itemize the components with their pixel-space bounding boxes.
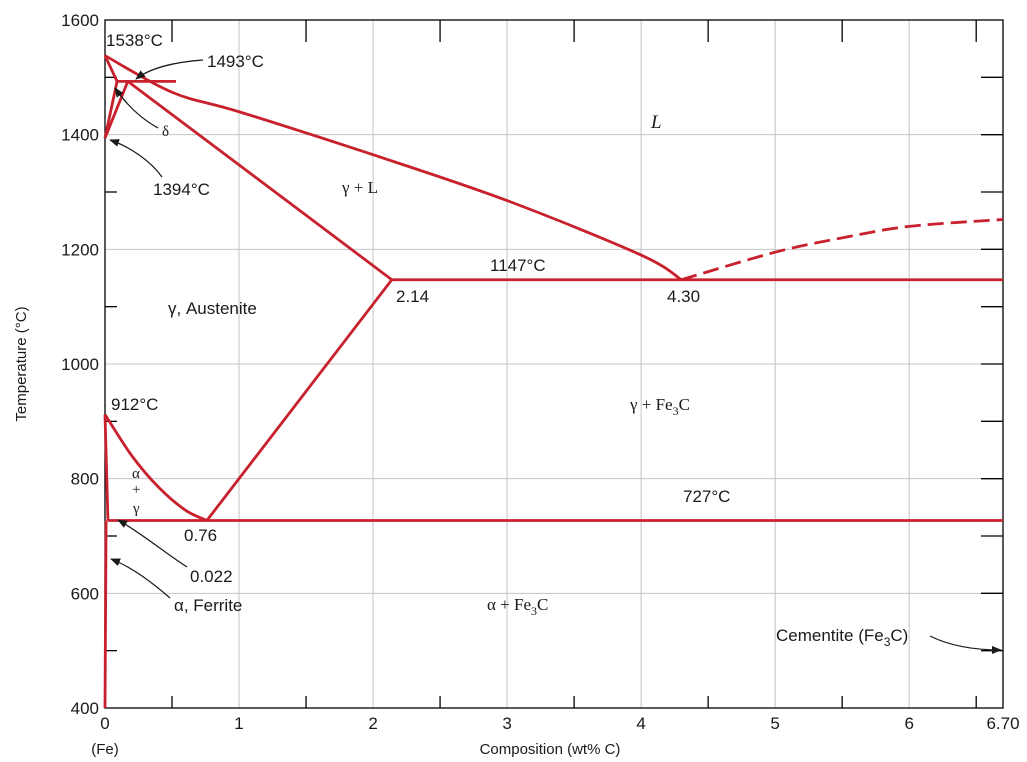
annotation-4-30: 4.30 xyxy=(667,287,700,306)
label-gamma-plus-fe3c-main: γ + Fe xyxy=(629,395,673,414)
y-tick-label-5: 1400 xyxy=(61,126,99,145)
x-tick-label-1: 1 xyxy=(234,714,243,733)
x-tick-label-2: 2 xyxy=(368,714,377,733)
y-tick-label-0: 400 xyxy=(71,699,99,718)
x-axis-sub-label: (Fe) xyxy=(91,741,119,758)
annotation-1538: 1538°C xyxy=(106,31,163,50)
phase-boundary-4 xyxy=(103,80,130,139)
tick-labels: 0 1 2 3 4 5 6 6.70 400 600 800 1000 1200 1400 1600 xyxy=(61,11,1019,733)
x-tick-label-3: 3 xyxy=(502,714,511,733)
arrow-cementite xyxy=(929,635,1002,654)
label-gamma-plus-fe3c: γ + Fe3C xyxy=(629,395,690,418)
phase-boundary-8 xyxy=(205,278,393,522)
label-plus-small: + xyxy=(132,482,140,498)
phase-boundary-0 xyxy=(104,54,683,281)
label-alpha-plus-fe3c-main: α + Fe xyxy=(487,595,531,614)
label-gamma-plus-fe3c-end: C xyxy=(679,395,690,414)
label-liquid: L xyxy=(650,112,662,133)
annotation-2-14: 2.14 xyxy=(396,287,429,306)
x-tick-label-7: 6.70 xyxy=(986,714,1019,733)
label-austenite: γ, Austenite xyxy=(168,299,257,318)
leader-arrows xyxy=(109,59,1002,654)
phase-boundary-12 xyxy=(680,218,1004,282)
annotation-1493: 1493°C xyxy=(207,52,264,71)
label-alpha-plus-fe3c-sub: 3 xyxy=(531,604,537,618)
annotation-727: 727°C xyxy=(683,487,730,506)
arrow-1394 xyxy=(109,139,163,178)
grid xyxy=(105,20,1003,708)
label-cementite-main: Cementite (Fe xyxy=(776,626,884,645)
annotation-1147: 1147°C xyxy=(490,256,546,275)
y-tick-label-6: 1600 xyxy=(61,11,99,30)
x-tick-label-0: 0 xyxy=(100,714,109,733)
frame-ticks xyxy=(105,20,1003,708)
x-tick-label-4: 4 xyxy=(636,714,645,733)
phase-lines xyxy=(103,54,1004,709)
phase-boundary-11 xyxy=(103,520,108,709)
label-gamma-plus-liquid: γ + L xyxy=(341,178,378,197)
annotation-1394: 1394°C xyxy=(153,180,210,199)
label-delta: δ xyxy=(162,124,169,140)
annotation-0-022: 0.022 xyxy=(190,567,233,586)
label-alpha-small: α xyxy=(132,466,140,482)
x-axis-label: Composition (wt% C) xyxy=(480,741,621,758)
arrow-1493 xyxy=(135,59,204,80)
y-tick-label-4: 1200 xyxy=(61,240,99,259)
phase-boundary-1 xyxy=(103,54,119,82)
y-tick-label-3: 1000 xyxy=(61,355,99,374)
label-gamma-small: γ xyxy=(132,501,140,517)
y-tick-label-1: 600 xyxy=(71,584,99,603)
arrow-0-022 xyxy=(117,519,188,568)
arrow-delta xyxy=(114,87,159,129)
label-gamma-plus-fe3c-sub: 3 xyxy=(673,404,679,418)
label-ferrite: α, Ferrite xyxy=(174,596,242,615)
y-tick-label-2: 800 xyxy=(71,470,99,489)
label-alpha-plus-fe3c-end: C xyxy=(537,595,548,614)
label-alpha-plus-fe3c: α + Fe3C xyxy=(487,595,548,618)
annotation-0-76: 0.76 xyxy=(184,526,217,545)
phase-boundary-7 xyxy=(103,413,208,522)
label-cementite-sub: 3 xyxy=(884,635,891,649)
y-axis-label: Temperature (°C) xyxy=(13,306,30,421)
phase-boundary-5 xyxy=(126,80,393,281)
annotation-912: 912°C xyxy=(111,395,158,414)
phase-boundary-10 xyxy=(103,414,110,521)
x-tick-label-6: 6 xyxy=(904,714,913,733)
arrow-ferrite xyxy=(110,558,171,599)
label-cementite-end: C) xyxy=(890,626,908,645)
label-cementite: Cementite (Fe3C) xyxy=(776,626,908,649)
x-tick-label-5: 5 xyxy=(770,714,779,733)
